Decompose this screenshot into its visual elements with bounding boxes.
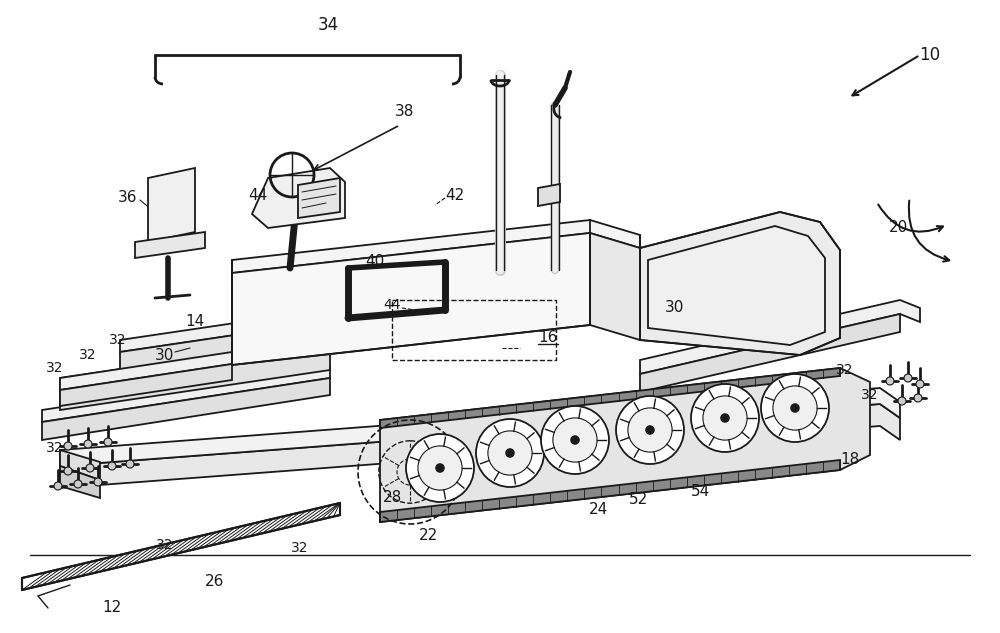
Polygon shape [60,350,330,410]
Text: 32: 32 [46,361,64,375]
Text: 30: 30 [665,301,685,315]
Circle shape [914,394,922,402]
Polygon shape [232,270,475,332]
Polygon shape [640,212,840,355]
Polygon shape [640,314,900,392]
Circle shape [616,396,684,464]
Text: 40: 40 [365,254,385,270]
Circle shape [108,462,116,470]
Polygon shape [380,368,870,522]
Circle shape [761,374,829,442]
Polygon shape [120,318,350,372]
Polygon shape [60,466,100,498]
Polygon shape [648,226,825,345]
Polygon shape [232,258,475,307]
Text: 30: 30 [155,348,175,363]
Circle shape [691,384,759,452]
Text: 26: 26 [205,575,225,589]
Polygon shape [538,184,560,206]
Text: 42: 42 [445,187,465,203]
Polygon shape [380,368,840,428]
Text: 44: 44 [383,298,401,312]
Polygon shape [42,378,330,440]
Circle shape [773,386,817,430]
Text: 32: 32 [836,363,854,377]
Circle shape [703,396,747,440]
Circle shape [126,460,134,468]
Text: 12: 12 [102,601,122,615]
Polygon shape [298,178,340,218]
Circle shape [553,418,597,462]
Polygon shape [232,233,590,365]
Text: 10: 10 [919,46,941,64]
Polygon shape [60,450,100,480]
Circle shape [86,464,94,472]
Text: 52: 52 [628,492,648,508]
Circle shape [628,408,672,452]
Circle shape [506,449,514,457]
Polygon shape [232,220,640,273]
Polygon shape [135,232,205,258]
Text: 14: 14 [185,315,205,330]
Text: 32: 32 [109,333,127,347]
Circle shape [104,438,112,446]
Polygon shape [42,366,330,422]
Circle shape [476,419,544,487]
Text: 36: 36 [118,191,138,206]
Text: 32: 32 [79,348,97,362]
Circle shape [886,377,894,385]
Circle shape [406,434,474,502]
Circle shape [64,467,72,475]
Text: 32: 32 [861,388,879,402]
Polygon shape [590,233,640,340]
Text: 18: 18 [840,453,860,468]
Polygon shape [640,300,920,374]
Polygon shape [120,306,350,352]
Text: 24: 24 [588,503,608,518]
Circle shape [571,436,579,444]
Text: 32: 32 [156,538,174,552]
Circle shape [436,464,444,472]
Text: 54: 54 [690,484,710,499]
Text: 20: 20 [888,220,908,235]
Circle shape [54,482,62,490]
Circle shape [904,374,912,382]
Circle shape [916,380,924,388]
Text: 16: 16 [538,330,558,346]
Text: 34: 34 [317,16,339,34]
Polygon shape [380,460,840,522]
Circle shape [898,397,906,405]
Text: 44: 44 [248,187,268,203]
Text: 22: 22 [418,527,438,542]
Text: 38: 38 [395,104,415,120]
Polygon shape [22,503,340,590]
Circle shape [418,446,462,490]
Polygon shape [60,388,900,466]
Polygon shape [60,338,330,390]
Circle shape [721,414,729,422]
Text: 32: 32 [46,441,64,455]
Polygon shape [60,404,900,488]
Polygon shape [148,168,195,242]
Text: 32: 32 [291,541,309,555]
Polygon shape [252,168,345,228]
Circle shape [74,480,82,488]
Circle shape [791,404,799,412]
Circle shape [64,442,72,450]
Text: 28: 28 [382,491,402,506]
Polygon shape [60,352,232,390]
Circle shape [646,426,654,434]
Circle shape [488,431,532,475]
Circle shape [84,440,92,448]
Circle shape [94,478,102,486]
Polygon shape [60,364,232,406]
Circle shape [541,406,609,474]
